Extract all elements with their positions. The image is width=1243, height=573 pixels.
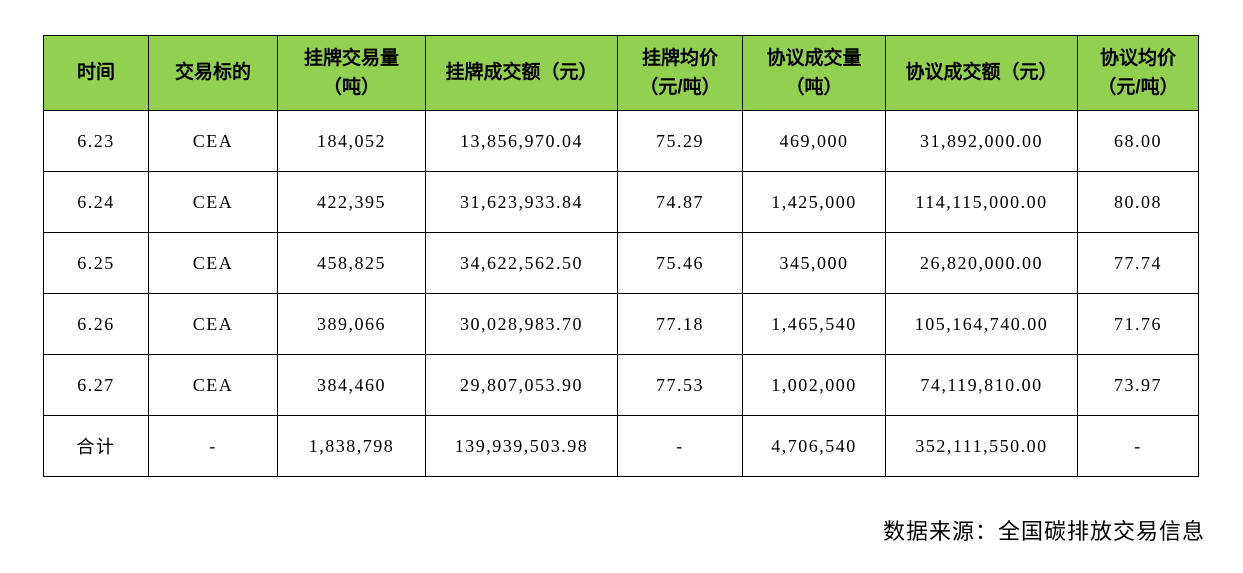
column-header-1: 交易标的 <box>148 35 278 111</box>
data-source-note: 数据来源：全国碳排放交易信息 <box>882 519 1205 544</box>
cell-r3-c5: 1,465,540 <box>742 293 886 355</box>
cell-r2-c3: 34,622,562.50 <box>425 232 618 294</box>
total-cell-c3: 139,939,503.98 <box>425 415 618 477</box>
cell-r0-c6: 31,892,000.00 <box>885 110 1078 172</box>
cell-r0-c5: 469,000 <box>742 110 886 172</box>
cell-r0-c0: 6.23 <box>43 110 149 172</box>
cell-r3-c0: 6.26 <box>43 293 149 355</box>
total-cell-c6: 352,111,550.00 <box>885 415 1078 477</box>
cell-r0-c1: CEA <box>148 110 278 172</box>
cell-r1-c2: 422,395 <box>277 171 426 233</box>
total-cell-c0: 合计 <box>43 415 149 477</box>
total-cell-c4: - <box>617 415 743 477</box>
column-header-0: 时间 <box>43 35 149 111</box>
column-header-4: 挂牌均价 （元/吨） <box>617 35 743 111</box>
cell-r3-c4: 77.18 <box>617 293 743 355</box>
cell-r1-c3: 31,623,933.84 <box>425 171 618 233</box>
column-header-7: 协议均价 （元/吨） <box>1077 35 1199 111</box>
cell-r0-c7: 68.00 <box>1077 110 1199 172</box>
cell-r4-c3: 29,807,053.90 <box>425 354 618 416</box>
cell-r2-c5: 345,000 <box>742 232 886 294</box>
total-row: 合计 -1,838,798 139,939,503.98-4,706,540 352,… <box>43 415 1199 477</box>
cell-r4-c1: CEA <box>148 354 278 416</box>
table-row: 6.24 CEA 422,395 31,623,933.84 74.87 1,425,00… <box>43 171 1199 233</box>
header-row: 时间 交易标的 挂牌交易量 （吨） 挂牌成交额（元） 挂牌均价 （元/吨） 协议成交量 （… <box>43 35 1199 111</box>
table-row: 6.25 CEA 458,825 34,622,562.50 75.46 345,000 2… <box>43 232 1199 294</box>
cell-r2-c7: 77.74 <box>1077 232 1199 294</box>
cell-r3-c3: 30,028,983.70 <box>425 293 618 355</box>
cell-r1-c7: 80.08 <box>1077 171 1199 233</box>
carbon-trading-table: 时间 交易标的 挂牌交易量 （吨） 挂牌成交额（元） 挂牌均价 （元/吨） 协议成交量 （… <box>43 35 1199 477</box>
table-body: 6.23 CEA 184,052 13,856,970.04 75.29 469,000 3… <box>43 110 1199 477</box>
cell-r4-c6: 74,119,810.00 <box>885 354 1078 416</box>
cell-r2-c1: CEA <box>148 232 278 294</box>
cell-r0-c3: 13,856,970.04 <box>425 110 618 172</box>
table-row: 6.27 CEA 384,460 29,807,053.90 77.53 1,002,00… <box>43 354 1199 416</box>
total-cell-c5: 4,706,540 <box>742 415 886 477</box>
cell-r4-c4: 77.53 <box>617 354 743 416</box>
column-header-5: 协议成交量 （吨） <box>742 35 886 111</box>
cell-r2-c0: 6.25 <box>43 232 149 294</box>
column-header-3: 挂牌成交额（元） <box>425 35 618 111</box>
column-header-2: 挂牌交易量 （吨） <box>277 35 426 111</box>
cell-r1-c6: 114,115,000.00 <box>885 171 1078 233</box>
cell-r4-c2: 384,460 <box>277 354 426 416</box>
cell-r1-c0: 6.24 <box>43 171 149 233</box>
column-header-6: 协议成交额（元） <box>885 35 1078 111</box>
cell-r1-c5: 1,425,000 <box>742 171 886 233</box>
cell-r3-c7: 71.76 <box>1077 293 1199 355</box>
cell-r1-c1: CEA <box>148 171 278 233</box>
table-row: 6.26 CEA 389,066 30,028,983.70 77.18 1,465,54… <box>43 293 1199 355</box>
table-row: 6.23 CEA 184,052 13,856,970.04 75.29 469,000 3… <box>43 110 1199 172</box>
cell-r4-c5: 1,002,000 <box>742 354 886 416</box>
total-cell-c7: - <box>1077 415 1199 477</box>
cell-r3-c1: CEA <box>148 293 278 355</box>
table-header: 时间 交易标的 挂牌交易量 （吨） 挂牌成交额（元） 挂牌均价 （元/吨） 协议成交量 （… <box>43 35 1199 111</box>
cell-r2-c4: 75.46 <box>617 232 743 294</box>
cell-r2-c6: 26,820,000.00 <box>885 232 1078 294</box>
total-cell-c1: - <box>148 415 278 477</box>
cell-r3-c6: 105,164,740.00 <box>885 293 1078 355</box>
cell-r2-c2: 458,825 <box>277 232 426 294</box>
cell-r3-c2: 389,066 <box>277 293 426 355</box>
cell-r0-c4: 75.29 <box>617 110 743 172</box>
cell-r0-c2: 184,052 <box>277 110 426 172</box>
cell-r4-c7: 73.97 <box>1077 354 1199 416</box>
total-cell-c2: 1,838,798 <box>277 415 426 477</box>
cell-r4-c0: 6.27 <box>43 354 149 416</box>
cell-r1-c4: 74.87 <box>617 171 743 233</box>
